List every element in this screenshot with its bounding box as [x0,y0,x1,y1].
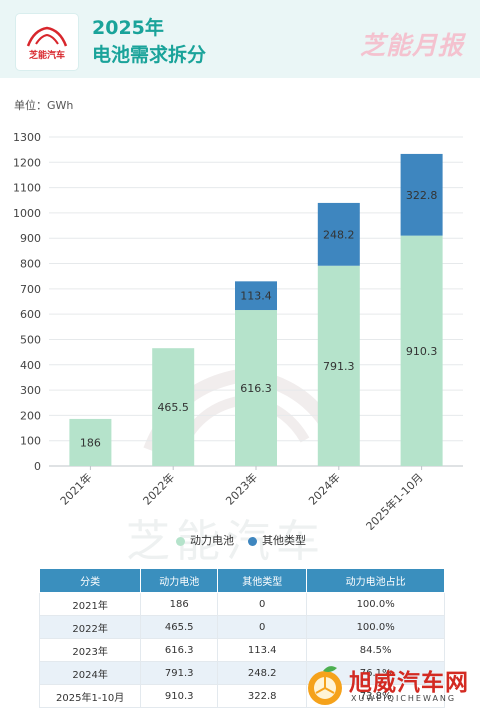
legend-item-power-battery: 动力电池 [176,533,234,549]
x-tick-label: 2021年 [57,470,94,507]
y-tick-label: 500 [20,333,41,346]
header-band: 芝能汽车 2025年 电池需求拆分 芝能月报 [0,0,480,78]
legend-swatch [176,536,185,546]
table-row: 2022年 465.5 0 100.0% [38,615,445,639]
data-label: 791.3 [323,360,355,373]
data-label: 910.3 [406,345,438,358]
table-row: 2024年 791.3 248.2 76.1% [38,661,445,685]
table-cell: 0 [217,615,308,639]
data-label: 248.2 [323,228,355,241]
table-cell: 616.3 [140,638,219,662]
data-label: 616.3 [240,382,272,395]
table-cell: 791.3 [140,661,219,685]
orange-logo-icon [308,666,342,705]
table-row: 2021年 186 0 100.0% [38,592,445,616]
data-label: 465.5 [157,401,189,414]
table-header: 其他类型 [217,568,308,593]
table-cell: 2022年 [38,615,142,639]
table-cell: 186 [140,592,219,616]
bar-other-type [400,153,443,236]
y-tick-label: 600 [20,308,41,321]
table-cell: 322.8 [217,684,308,708]
table-cell: 100.0% [306,592,445,616]
table-header: 动力电池 [140,568,219,593]
table-cell: 2021年 [38,592,142,616]
y-tick-label: 700 [20,283,41,296]
brand-wordmark: 芝能月报 [359,31,464,60]
table-cell: 2023年 [38,638,142,662]
logo-text: 芝能汽车 [28,51,65,61]
table-row: 2025年1-10月 910.3 322.8 73.8% [38,684,445,708]
car-logo-icon [26,26,68,47]
table-header-row: 分类 动力电池 其他类型 动力电池占比 [38,568,445,593]
chart-legend: 动力电池 其他类型 [0,533,480,549]
legend-label: 其他类型 [262,534,306,547]
x-tick-label: 2023年 [223,470,260,507]
corner-logo-text: 旭威汽车网 [349,670,469,696]
data-label: 113.4 [240,290,272,303]
y-tick-label: 0 [34,460,41,473]
page-title: 电池需求拆分 [92,44,207,66]
table-cell: 465.5 [140,615,219,639]
y-tick-label: 100 [20,435,41,448]
x-tick-label: 2022年 [140,470,177,507]
table-cell: 113.4 [217,638,308,662]
table-cell: 0 [217,592,308,616]
bar-other-type [317,202,360,266]
watermark-text: 芝能汽车 [126,516,326,567]
page-title-year: 2025年 [92,17,164,39]
stacked-bar-chart: 0 100 200 300 400 500 600 700 800 900 1000 1100 1200… [13,131,463,530]
data-label: 186 [80,436,101,449]
table-row: 2023年 616.3 113.4 84.5% [38,638,445,662]
table-cell: 910.3 [140,684,219,708]
legend-item-other: 其他类型 [248,533,306,549]
bar-power-battery [152,348,195,466]
x-tick-label: 2024年 [305,470,342,507]
table-cell: 248.2 [217,661,308,685]
data-label: 322.8 [406,189,438,202]
y-tick-label: 200 [20,409,41,422]
corner-logo-subtext: XUWEIQICHEWANG [351,694,457,703]
legend-swatch [248,536,257,546]
y-tick-label: 1000 [13,207,41,220]
bar-power-battery [317,265,360,466]
table-cell: 2024年 [38,661,142,685]
bar-power-battery [69,418,112,466]
y-tick-label: 1300 [13,131,41,144]
y-tick-label: 400 [20,359,41,372]
data-table: 分类 动力电池 其他类型 动力电池占比 2021年 186 0 100.0% 2… [38,568,445,708]
x-tick-label: 2025年1-10月 [363,470,426,530]
brand-logo: 芝能汽车 [16,14,78,70]
table-cell: 100.0% [306,615,445,639]
bar-other-type [235,281,277,311]
table-cell: 84.5% [306,638,445,662]
y-tick-label: 1100 [13,182,41,195]
corner-site-logo: 旭威汽车网 XUWEIQICHEWANG [305,662,480,714]
bar-power-battery [235,310,277,466]
y-tick-label: 1200 [13,156,41,169]
unit-label: 单位：GWh [14,99,74,112]
y-tick-label: 800 [20,258,41,271]
table-header: 分类 [38,568,142,593]
y-tick-label: 300 [20,384,41,397]
table-header: 动力电池占比 [306,568,445,593]
y-tick-label: 900 [20,232,41,245]
legend-label: 动力电池 [190,534,234,547]
table-cell: 2025年1-10月 [38,684,142,708]
bar-power-battery [400,235,443,466]
